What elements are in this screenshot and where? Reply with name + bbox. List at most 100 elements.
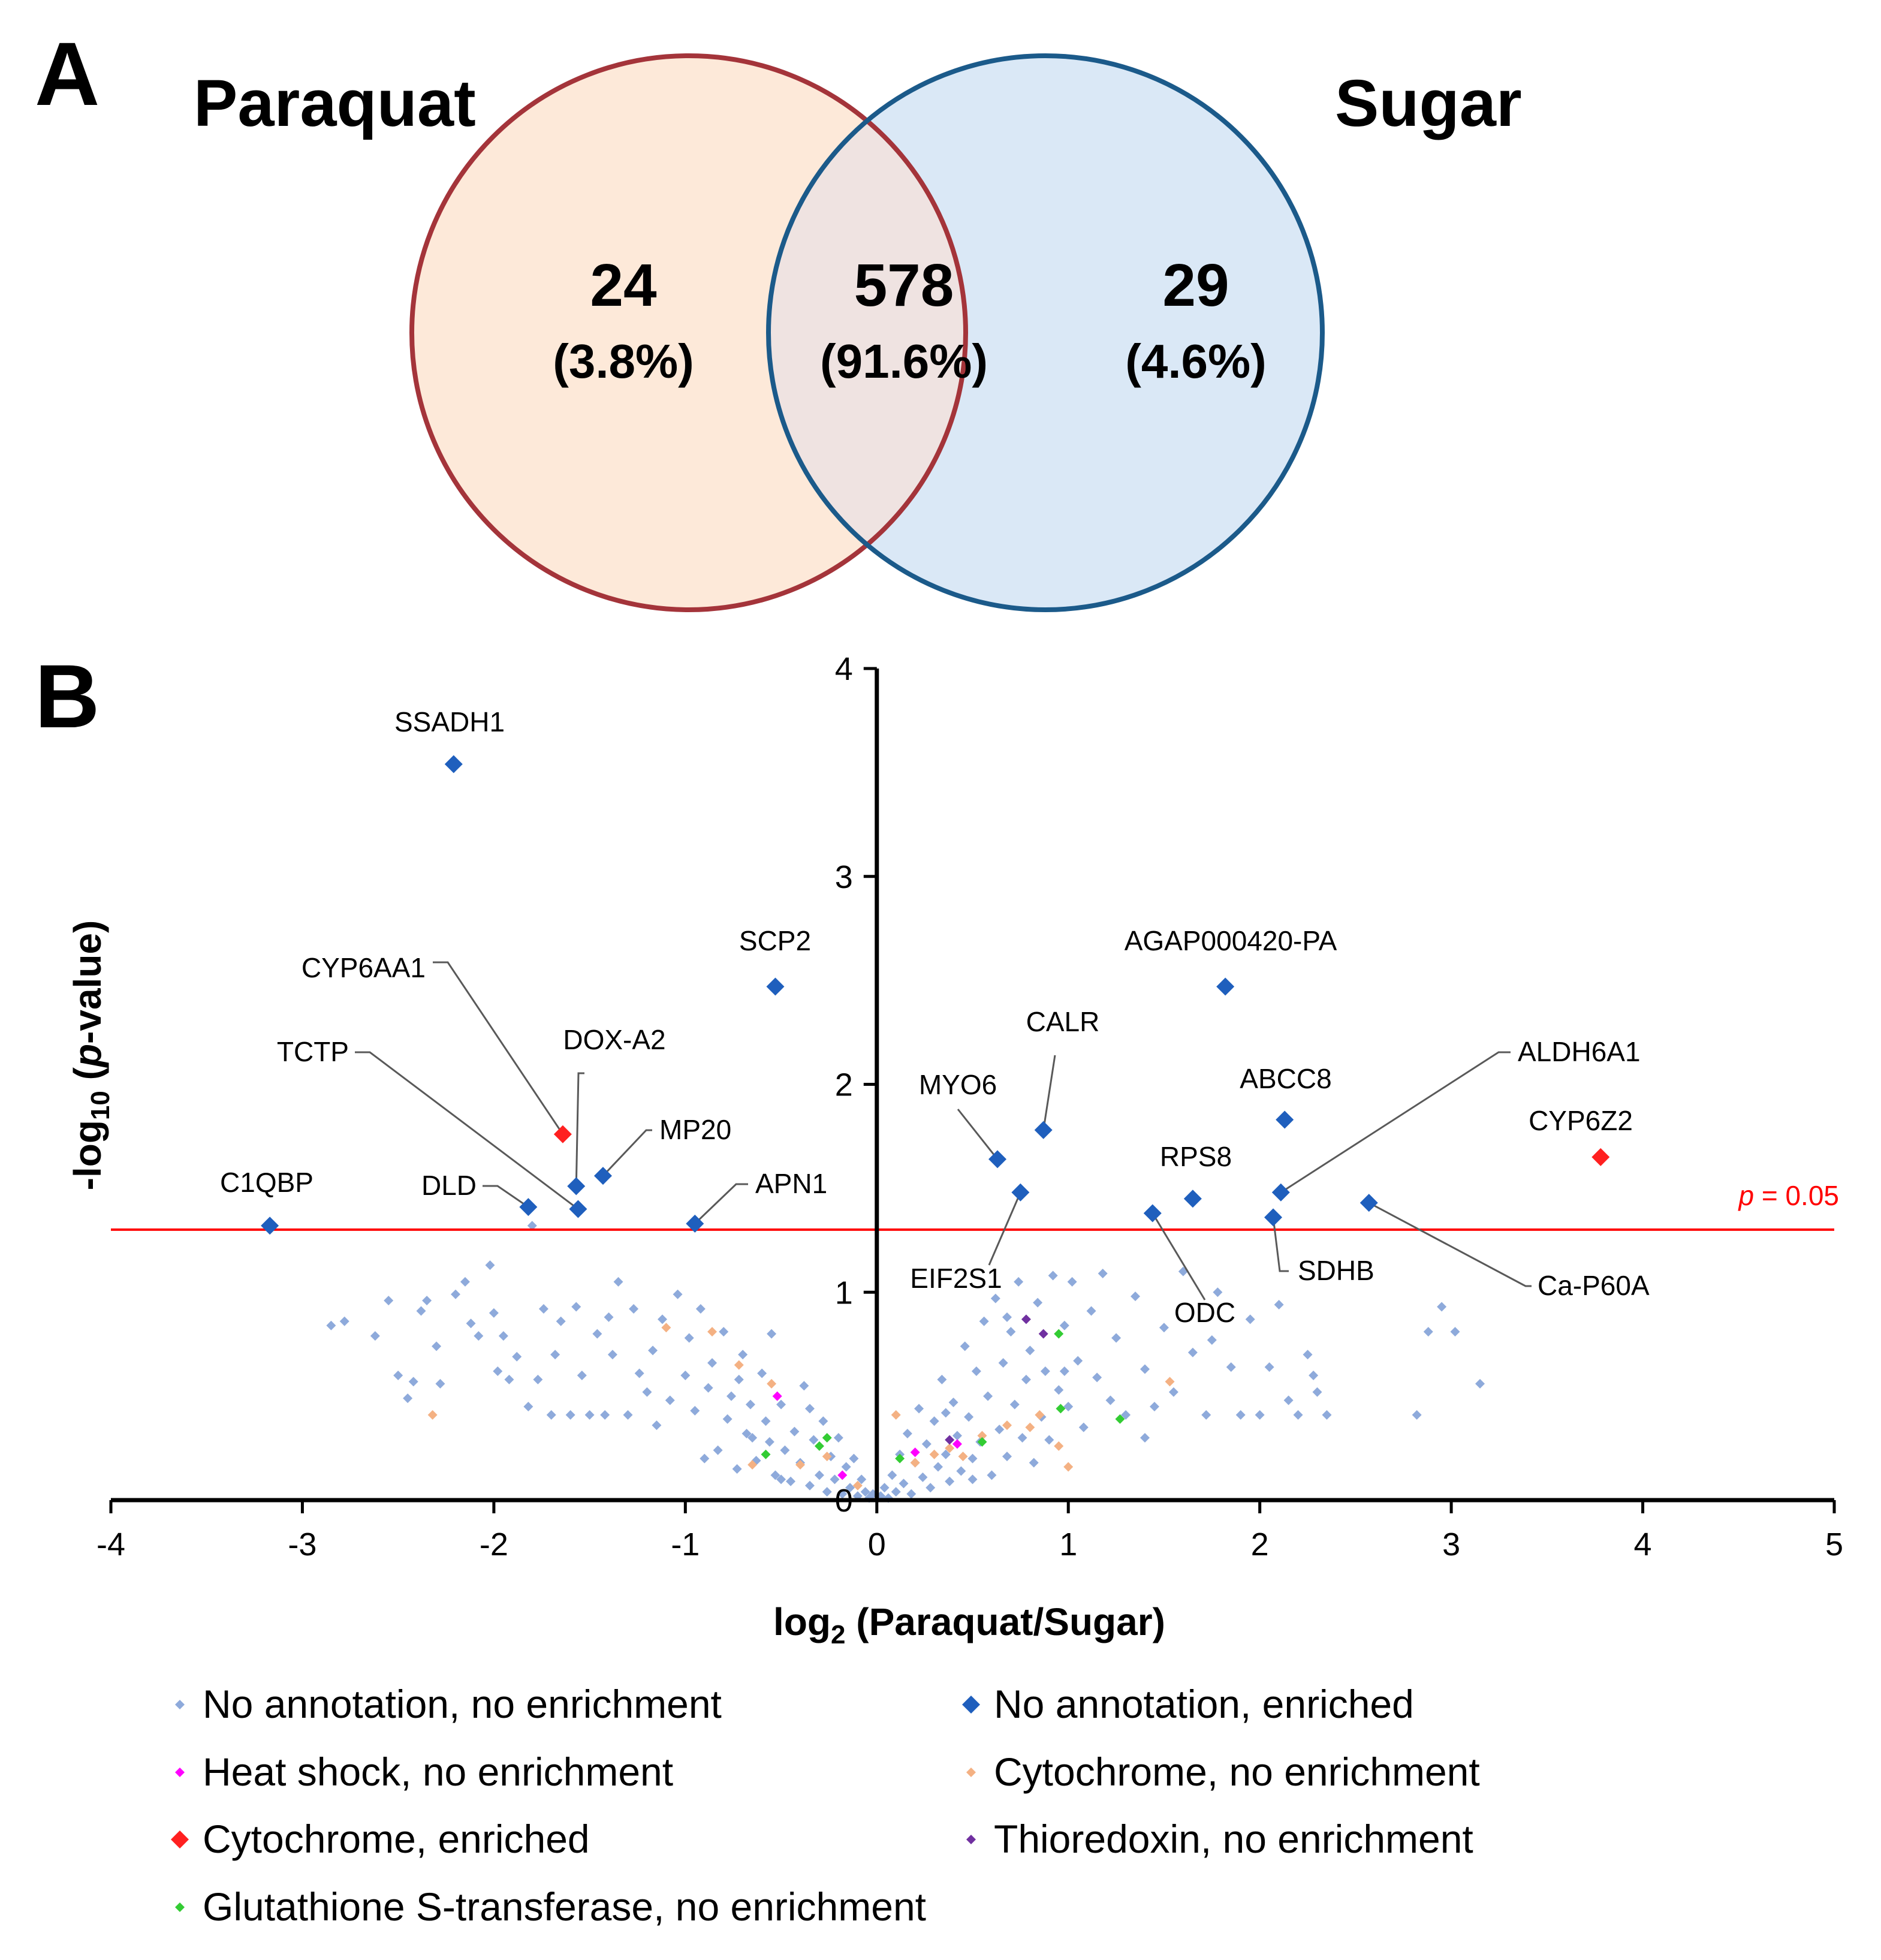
x-tick-label: 3 — [1442, 1527, 1460, 1562]
none-none-point — [538, 1303, 548, 1314]
none-none-point — [764, 1437, 774, 1447]
none-none-point — [393, 1370, 403, 1380]
y-tick-label: 4 — [835, 651, 853, 687]
none-none-point — [565, 1410, 575, 1420]
gst-none-point — [977, 1437, 987, 1447]
x-tick-label: -2 — [480, 1527, 508, 1562]
none-none-point — [933, 1462, 943, 1472]
none-none-point — [780, 1445, 790, 1455]
gst-none-point — [1056, 1404, 1066, 1414]
label-ssadh1: SSADH1 — [394, 706, 505, 737]
none-none-point — [1140, 1364, 1150, 1374]
none-none-point — [339, 1316, 349, 1326]
none-none-point — [727, 1391, 736, 1401]
none-none-point — [1025, 1345, 1035, 1356]
none-none-point — [403, 1393, 413, 1404]
venn-right-outline — [766, 53, 1325, 612]
cyto-none-point — [929, 1449, 939, 1459]
none-none-point — [700, 1453, 710, 1464]
legend-label-gst-none: Glutathione S-transferase, no enrichment — [203, 1884, 926, 1929]
none-none-point — [804, 1480, 815, 1491]
none-none-point — [1322, 1410, 1332, 1420]
none-none-point — [1111, 1333, 1122, 1343]
none-none-point — [814, 1470, 824, 1480]
x-axis-title: log2 (Paraquat/Sugar) — [773, 1600, 1165, 1649]
axis-ticks: -4 -3 -2 -1 0 1 2 3 4 5 0 1 2 3 4 — [97, 651, 1843, 1562]
none-none-point — [523, 1401, 533, 1411]
none-none-point — [899, 1479, 909, 1489]
none-none-point — [940, 1449, 951, 1459]
none-none-point — [416, 1306, 426, 1316]
none-none-point — [967, 1453, 978, 1464]
none-none-point — [1040, 1366, 1050, 1377]
none-none-point — [665, 1395, 675, 1405]
y-axis-title: -log10 (p-value) — [66, 920, 115, 1191]
none-none-point — [926, 1483, 936, 1493]
none-none-point — [504, 1374, 514, 1384]
none-none-point — [1475, 1378, 1485, 1389]
none-none-point — [1002, 1452, 1012, 1462]
none-none-point — [1021, 1374, 1031, 1384]
leader-line-sdhb — [1272, 1217, 1289, 1272]
cyto-none-point — [767, 1378, 777, 1389]
label-apn1: APN1 — [755, 1168, 827, 1199]
enriched-points — [261, 755, 1610, 1235]
none-none-point — [680, 1370, 691, 1380]
none-none-point — [695, 1303, 706, 1314]
none-none-point — [1255, 1410, 1265, 1420]
none-none-point — [1131, 1291, 1141, 1302]
legend-label-none-none: No annotation, no enrichment — [203, 1682, 722, 1726]
heat-none-point — [910, 1447, 920, 1458]
label-tctp: TCTP — [277, 1036, 349, 1067]
none-none-point — [451, 1289, 460, 1299]
none-none-point — [845, 1483, 855, 1493]
none-none-point — [1017, 1432, 1027, 1443]
none-none-point — [370, 1331, 380, 1341]
leader-line-aldh6a1 — [1280, 1051, 1511, 1194]
cyto-none-point — [1054, 1441, 1064, 1451]
none-none-point — [326, 1320, 336, 1330]
none-none-point — [1054, 1385, 1064, 1395]
none-none-point — [1235, 1410, 1246, 1420]
cyto-none-point — [977, 1431, 987, 1441]
legend-label-cyto-enr: Cytochrome, enriched — [203, 1817, 590, 1861]
cyto-none-point — [822, 1452, 832, 1462]
cyto-none-point — [795, 1460, 805, 1470]
none-none-point — [1121, 1410, 1131, 1420]
label-abcc8: ABCC8 — [1240, 1063, 1331, 1094]
none-none-point — [642, 1387, 652, 1397]
none-none-point — [979, 1316, 989, 1326]
none-none-point — [789, 1426, 800, 1437]
none-none-point — [466, 1318, 476, 1329]
legend-label-thio-none: Thioredoxin, no enrichment — [994, 1817, 1473, 1861]
none-none-point — [776, 1399, 786, 1410]
leader-line-dld — [483, 1185, 529, 1208]
x-tick-label: 0 — [868, 1527, 886, 1562]
none-none-point — [967, 1474, 978, 1485]
none-none-point — [804, 1404, 815, 1414]
none-none-point — [489, 1308, 499, 1318]
none-none-point — [1029, 1458, 1039, 1468]
none-none-point — [891, 1487, 901, 1497]
cyto-none-point — [1165, 1377, 1175, 1387]
none-none-point — [592, 1329, 602, 1339]
x-tick-label: -3 — [288, 1527, 316, 1562]
none-none-point — [983, 1391, 993, 1401]
label-cyp6z2: CYP6Z2 — [1529, 1105, 1633, 1136]
none-none-point — [929, 1416, 939, 1426]
none-none-point — [460, 1276, 470, 1287]
panel-b: B -4 -3 -2 -1 0 1 2 3 4 5 0 1 2 3 4 SSADH1 SCP2 CYP6AA1 D… — [35, 646, 1843, 1929]
none-none-point — [1245, 1314, 1255, 1324]
none-none-point — [546, 1410, 556, 1420]
point-c1qbp — [261, 1217, 279, 1235]
none-none-point — [1063, 1401, 1074, 1411]
venn-left-title: Paraquat — [194, 67, 476, 140]
none-none-point — [652, 1420, 662, 1431]
none-none-point — [1159, 1323, 1169, 1333]
none-none-point — [1140, 1432, 1150, 1443]
venn-right-title: Sugar — [1335, 67, 1522, 140]
venn-left-outline — [409, 53, 968, 612]
label-calr: CALR — [1026, 1006, 1100, 1037]
none-none-point — [1187, 1347, 1198, 1357]
